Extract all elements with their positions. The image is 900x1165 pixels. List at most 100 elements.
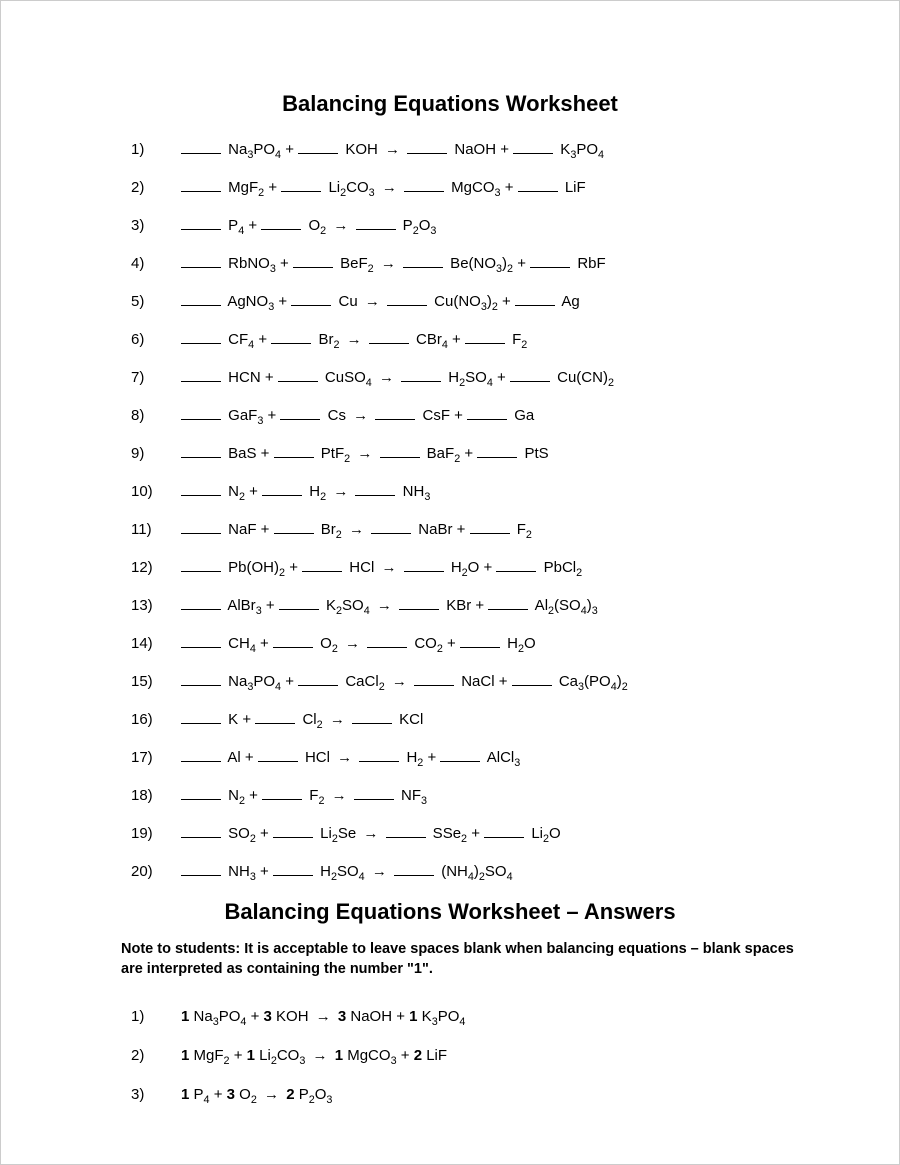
coefficient-blank[interactable] — [262, 788, 302, 800]
coefficient-blank[interactable] — [371, 522, 411, 534]
coefficient-blank[interactable] — [181, 142, 221, 154]
coefficient-blank[interactable] — [298, 674, 338, 686]
equation-row: 10) N2 + H2 → NH3 — [131, 481, 799, 502]
coefficient-blank[interactable] — [440, 750, 480, 762]
equation-body: NH3 + H2SO4 → (NH4)2SO4 — [181, 861, 799, 882]
equation-number: 15) — [131, 671, 181, 692]
coefficient-blank[interactable] — [274, 446, 314, 458]
coefficient-blank[interactable] — [181, 826, 221, 838]
coefficient-blank[interactable] — [181, 370, 221, 382]
coefficient-blank[interactable] — [293, 256, 333, 268]
arrow-icon: → — [345, 635, 360, 652]
coefficient-blank[interactable] — [513, 142, 553, 154]
coefficient-blank[interactable] — [530, 256, 570, 268]
coefficient-blank[interactable] — [258, 750, 298, 762]
coefficient-blank[interactable] — [273, 864, 313, 876]
answer-row: 1)1 Na3PO4 + 3 KOH → 3 NaOH + 1 K3PO4 — [131, 1006, 799, 1027]
equation-number: 20) — [131, 861, 181, 882]
arrow-icon: → — [347, 331, 362, 348]
coefficient-blank[interactable] — [355, 484, 395, 496]
coefficient-blank[interactable] — [181, 256, 221, 268]
coefficient-blank[interactable] — [488, 598, 528, 610]
arrow-icon: → — [353, 407, 368, 424]
arrow-icon: → — [313, 1047, 328, 1064]
coefficient-blank[interactable] — [404, 180, 444, 192]
coefficient-blank[interactable] — [181, 636, 221, 648]
equation-number: 6) — [131, 329, 181, 350]
coefficient-blank[interactable] — [255, 712, 295, 724]
coefficient-blank[interactable] — [181, 750, 221, 762]
answer-row: 2)1 MgF2 + 1 Li2CO3 → 1 MgCO3 + 2 LiF — [131, 1045, 799, 1066]
coefficient-blank[interactable] — [354, 788, 394, 800]
coefficient-blank[interactable] — [407, 142, 447, 154]
coefficient-blank[interactable] — [369, 332, 409, 344]
coefficient-blank[interactable] — [273, 636, 313, 648]
coefficient-blank[interactable] — [484, 826, 524, 838]
coefficient-blank[interactable] — [470, 522, 510, 534]
coefficient-blank[interactable] — [375, 408, 415, 420]
coefficient-blank[interactable] — [414, 674, 454, 686]
coefficient-blank[interactable] — [181, 560, 221, 572]
coefficient-blank[interactable] — [518, 180, 558, 192]
coefficient-blank[interactable] — [181, 788, 221, 800]
coefficient-blank[interactable] — [273, 826, 313, 838]
coefficient-blank[interactable] — [181, 180, 221, 192]
equation-number: 9) — [131, 443, 181, 464]
coefficient-blank[interactable] — [467, 408, 507, 420]
coefficient-blank[interactable] — [302, 560, 342, 572]
coefficient-blank[interactable] — [356, 218, 396, 230]
coefficient-blank[interactable] — [274, 522, 314, 534]
coefficient-blank[interactable] — [465, 332, 505, 344]
coefficient-blank[interactable] — [181, 864, 221, 876]
answers-list: 1)1 Na3PO4 + 3 KOH → 3 NaOH + 1 K3PO4 2)1… — [131, 1006, 799, 1105]
coefficient-blank[interactable] — [386, 826, 426, 838]
equation-body: CF4 + Br2 → CBr4 + F2 — [181, 329, 799, 350]
coefficient-blank[interactable] — [281, 180, 321, 192]
coefficient-blank[interactable] — [262, 484, 302, 496]
coefficient-blank[interactable] — [387, 294, 427, 306]
coefficient-blank[interactable] — [278, 370, 318, 382]
coefficient-blank[interactable] — [515, 294, 555, 306]
coefficient-blank[interactable] — [477, 446, 517, 458]
arrow-icon: → — [333, 483, 348, 500]
coefficient-blank[interactable] — [460, 636, 500, 648]
coefficient-blank[interactable] — [181, 408, 221, 420]
coefficient-blank[interactable] — [181, 484, 221, 496]
coefficient-blank[interactable] — [181, 446, 221, 458]
coefficient-blank[interactable] — [510, 370, 550, 382]
coefficient-blank[interactable] — [359, 750, 399, 762]
coefficient-blank[interactable] — [271, 332, 311, 344]
coefficient: 3 — [264, 1008, 272, 1025]
equation-body: N2 + F2 → NF3 — [181, 785, 799, 806]
equation-number: 5) — [131, 291, 181, 312]
coefficient-blank[interactable] — [401, 370, 441, 382]
coefficient-blank[interactable] — [512, 674, 552, 686]
coefficient-blank[interactable] — [403, 256, 443, 268]
coefficient-blank[interactable] — [181, 218, 221, 230]
coefficient-blank[interactable] — [279, 598, 319, 610]
coefficient-blank[interactable] — [181, 522, 221, 534]
coefficient-blank[interactable] — [399, 598, 439, 610]
coefficient-blank[interactable] — [298, 142, 338, 154]
coefficient-blank[interactable] — [352, 712, 392, 724]
coefficient-blank[interactable] — [380, 446, 420, 458]
coefficient-blank[interactable] — [291, 294, 331, 306]
coefficient-blank[interactable] — [496, 560, 536, 572]
coefficient-blank[interactable] — [181, 332, 221, 344]
arrow-icon: → — [372, 863, 387, 880]
coefficient-blank[interactable] — [261, 218, 301, 230]
equation-row: 4) RbNO3 + BeF2 → Be(NO3)2 + RbF — [131, 253, 799, 274]
arrow-icon: → — [264, 1086, 279, 1103]
coefficient-blank[interactable] — [394, 864, 434, 876]
coefficient-blank[interactable] — [181, 598, 221, 610]
arrow-icon: → — [333, 217, 348, 234]
coefficient-blank[interactable] — [280, 408, 320, 420]
coefficient: 1 — [181, 1086, 189, 1103]
equation-body: K + Cl2 → KCl — [181, 709, 799, 730]
coefficient-blank[interactable] — [181, 294, 221, 306]
coefficient-blank[interactable] — [181, 712, 221, 724]
page-title: Balancing Equations Worksheet — [101, 91, 799, 117]
coefficient-blank[interactable] — [367, 636, 407, 648]
coefficient-blank[interactable] — [181, 674, 221, 686]
coefficient-blank[interactable] — [404, 560, 444, 572]
